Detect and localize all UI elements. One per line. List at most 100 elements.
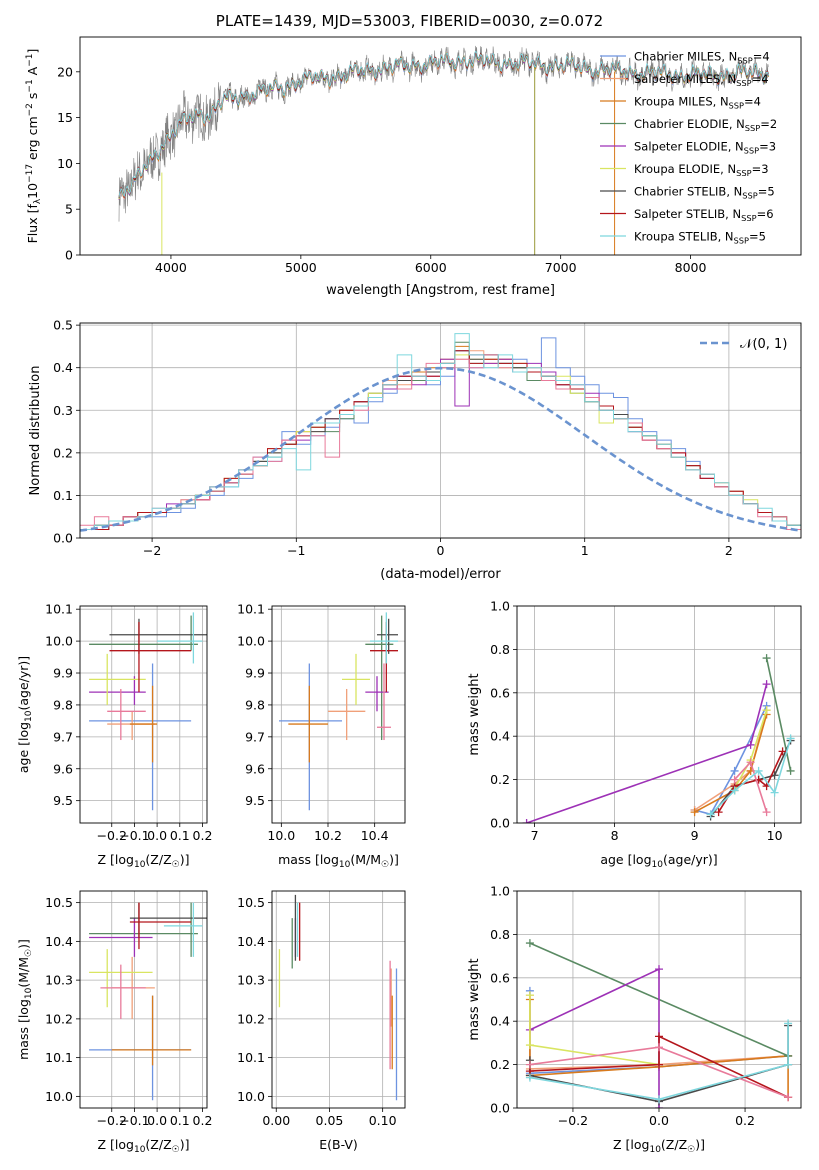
gaussian-reference-line (80, 366, 801, 532)
x-axis-label: mass [log10(M/M☉)] (278, 852, 399, 870)
y-tick-label: 0.0 (53, 531, 73, 546)
y-tick-label: 9.6 (53, 761, 73, 776)
x-tick-label: 1 (581, 543, 589, 558)
x-tick-label: 7 (531, 828, 539, 843)
weight-marker (525, 991, 534, 1000)
x-tick-label: 0.0 (147, 828, 167, 843)
x-tick-label: 0.2 (193, 1113, 213, 1128)
weight-marker (778, 747, 787, 756)
y-axis-label: mass weight (467, 673, 482, 755)
y-tick-label: 0.5 (53, 318, 73, 333)
y-tick-label: 9.9 (53, 666, 73, 681)
y-tick-label: 0.1 (53, 488, 73, 503)
y-tick-label: 9.7 (53, 729, 73, 744)
weight-marker (714, 808, 723, 817)
ticks: −0.2−0.10.0 0.1 0.2 9.5 9.6 9.7 9.8 9.9 10.0 10.1 (45, 602, 212, 843)
y-tick-label: 10.0 (45, 1089, 73, 1104)
legend-label: Salpeter STELIB, NSSP=6 (634, 207, 774, 223)
y-tick-label: 10.0 (237, 1089, 265, 1104)
legend-label: Salpeter ELODIE, NSSP=3 (634, 140, 776, 156)
x-axis-label: (data-model)/error (380, 567, 501, 582)
x-tick-label: 8 (611, 828, 619, 843)
y-tick-label: 9.8 (53, 697, 73, 712)
weight-line (710, 738, 792, 815)
y-tick-label: 9.6 (245, 761, 265, 776)
weight-marker (522, 819, 531, 823)
y-axis-label: mass [log10(M/M☉)] (16, 939, 34, 1060)
mass-vs-z-panel: −0.2−0.10.0 0.1 0.2 10.0 10.1 10.2 10.3 10.4 10.… (16, 890, 212, 1155)
weight-line (529, 967, 660, 1108)
age-vs-mass-panel: 10.0 10.2 10.4 9.5 9.6 9.7 9.8 9.9 10.0 10.1 mass … (237, 602, 406, 870)
x-tick-label: 10.0 (267, 828, 295, 843)
x-axis-label: E(B-V) (319, 1137, 358, 1152)
histogram-panel: −2 −1 0 1 2 0.0 0.1 0.2 0.3 0.4 0.5 𝒩(0, 1) (data-mo… (28, 318, 802, 582)
weight-marker (525, 1073, 534, 1082)
y-tick-label: 5 (65, 202, 73, 217)
weight-marker (762, 808, 771, 817)
x-axis-label: wavelength [Angstrom, rest frame] (326, 283, 555, 298)
y-tick-label: 1.0 (490, 884, 510, 899)
grid (80, 606, 207, 823)
x-axis-label: Z [log10(Z/Z☉)] (98, 852, 190, 870)
x-tick-label: 0.05 (316, 1113, 344, 1128)
x-tick-label: 0.0 (649, 1113, 669, 1128)
y-tick-label: 0.4 (490, 1014, 510, 1029)
y-tick-label: 0.0 (490, 816, 510, 831)
plot-area (89, 902, 207, 1101)
y-axis-label: Flux [fλ10−17 erg cm−2 s−1 A−1] (25, 49, 43, 244)
y-tick-label: 0.3 (53, 403, 73, 418)
ticks: 7 8 9 10 0.0 0.2 0.4 0.6 0.8 1.0 (490, 599, 782, 844)
legend-label: Chabrier ELODIE, NSSP=2 (634, 117, 777, 133)
grid (80, 323, 801, 539)
x-tick-label: −2 (143, 543, 161, 558)
weight-marker (706, 810, 715, 819)
y-tick-label: 10 (57, 156, 73, 171)
model-spectrum-line (118, 50, 769, 198)
weight-marker (762, 680, 771, 689)
legend-label: Chabrier STELIB, NSSP=5 (634, 185, 775, 201)
axes-frame (79, 890, 208, 1109)
y-tick-label: 0.2 (490, 1057, 510, 1072)
x-tick-label: 7000 (545, 260, 577, 275)
x-tick-label: 10.2 (314, 828, 342, 843)
y-tick-label: 0.6 (490, 685, 510, 700)
x-tick-label: 8000 (675, 260, 707, 275)
weight-marker (730, 766, 739, 775)
legend-label: Chabrier MILES, NSSP=4 (634, 50, 770, 66)
y-tick-label: 10.0 (237, 634, 265, 649)
ticks: −2 −1 0 1 2 0.0 0.1 0.2 0.3 0.4 0.5 (53, 318, 733, 558)
weight-marker (655, 965, 663, 974)
axes-frame (516, 605, 802, 824)
age-vs-z-panel: −0.2−0.10.0 0.1 0.2 9.5 9.6 9.7 9.8 9.9 10.0 10.1… (16, 602, 212, 870)
y-tick-label: 10.2 (45, 1011, 73, 1026)
y-axis-label: Normed distribution (28, 366, 43, 496)
ticks: 0.00 0.05 0.10 10.0 10.1 10.2 10.3 10.4 10.5 (237, 895, 396, 1128)
weight-marker (525, 1060, 534, 1069)
legend: Chabrier MILES, NSSP=4 Salpeter MILES, NS… (600, 50, 777, 246)
weight-marker (525, 1041, 534, 1050)
weight-marker (746, 758, 755, 767)
x-tick-label: 0.2 (735, 1113, 755, 1128)
weight-marker (762, 706, 771, 715)
axes-frame (271, 890, 406, 1109)
x-tick-label: −0.1 (119, 1113, 149, 1128)
y-tick-label: 20 (57, 64, 73, 79)
x-tick-label: 0.1 (170, 1113, 190, 1128)
weight-marker (754, 766, 763, 775)
y-tick-label: 0.2 (490, 772, 510, 787)
axes-frame (79, 36, 802, 256)
x-tick-label: 0.0 (147, 1113, 167, 1128)
y-tick-label: 0.2 (53, 445, 73, 460)
grid (272, 606, 405, 823)
ticks: −0.2−0.10.0 0.1 0.2 10.0 10.1 10.2 10.3 10.4 10.… (45, 895, 212, 1128)
weight-marker (746, 740, 755, 749)
weight-line (529, 995, 660, 1066)
y-tick-label: 10.4 (237, 934, 265, 949)
x-tick-label: 0 (437, 543, 445, 558)
plot-area (278, 894, 398, 1101)
y-axis-label: mass weight (467, 958, 482, 1040)
grid (272, 891, 405, 1108)
legend-label: Kroupa MILES, NSSP=4 (634, 95, 761, 111)
y-tick-label: 10.2 (237, 1011, 265, 1026)
weight-marker (655, 1095, 663, 1104)
